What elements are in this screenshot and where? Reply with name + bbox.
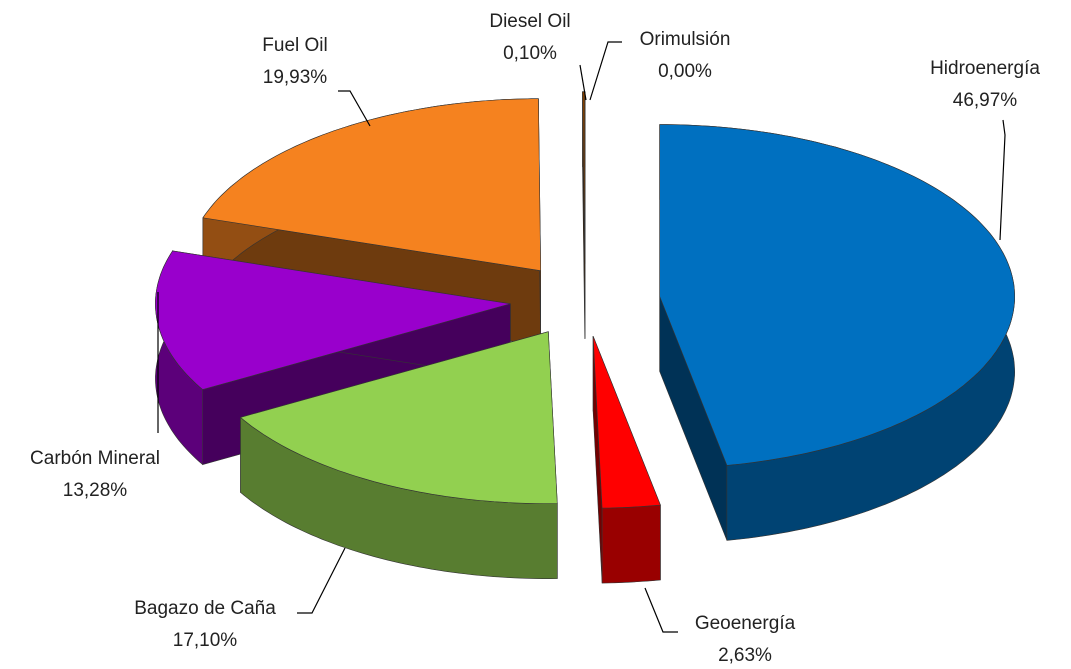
slice-label: Hidroenergía (930, 58, 1040, 79)
slice-label: Diesel Oil (489, 11, 570, 32)
leader-line (338, 90, 371, 127)
slice (202, 98, 542, 272)
slice-wall (601, 504, 661, 584)
value-label: 0,00% (658, 61, 712, 82)
slice (582, 91, 586, 264)
slice-label: Geoenergía (695, 613, 796, 634)
slice-label: Fuel Oil (262, 35, 327, 56)
leader-line (644, 587, 678, 633)
leader-line (999, 119, 1006, 241)
leader-line (589, 41, 622, 101)
slice (592, 335, 661, 509)
value-label: 19,93% (263, 67, 328, 88)
slice-label: Carbón Mineral (30, 448, 160, 469)
slice (659, 124, 1016, 466)
value-label: 2,63% (718, 645, 772, 666)
value-label: 46,97% (953, 90, 1018, 111)
slice-label: Orimulsión (640, 29, 731, 50)
value-label: 0,10% (503, 43, 557, 64)
slice (239, 331, 558, 504)
leader-line (297, 547, 346, 614)
leader-line (579, 64, 587, 101)
slice-label: Bagazo de Caña (134, 598, 276, 619)
value-label: 17,10% (173, 630, 238, 651)
value-label: 13,28% (63, 480, 128, 501)
